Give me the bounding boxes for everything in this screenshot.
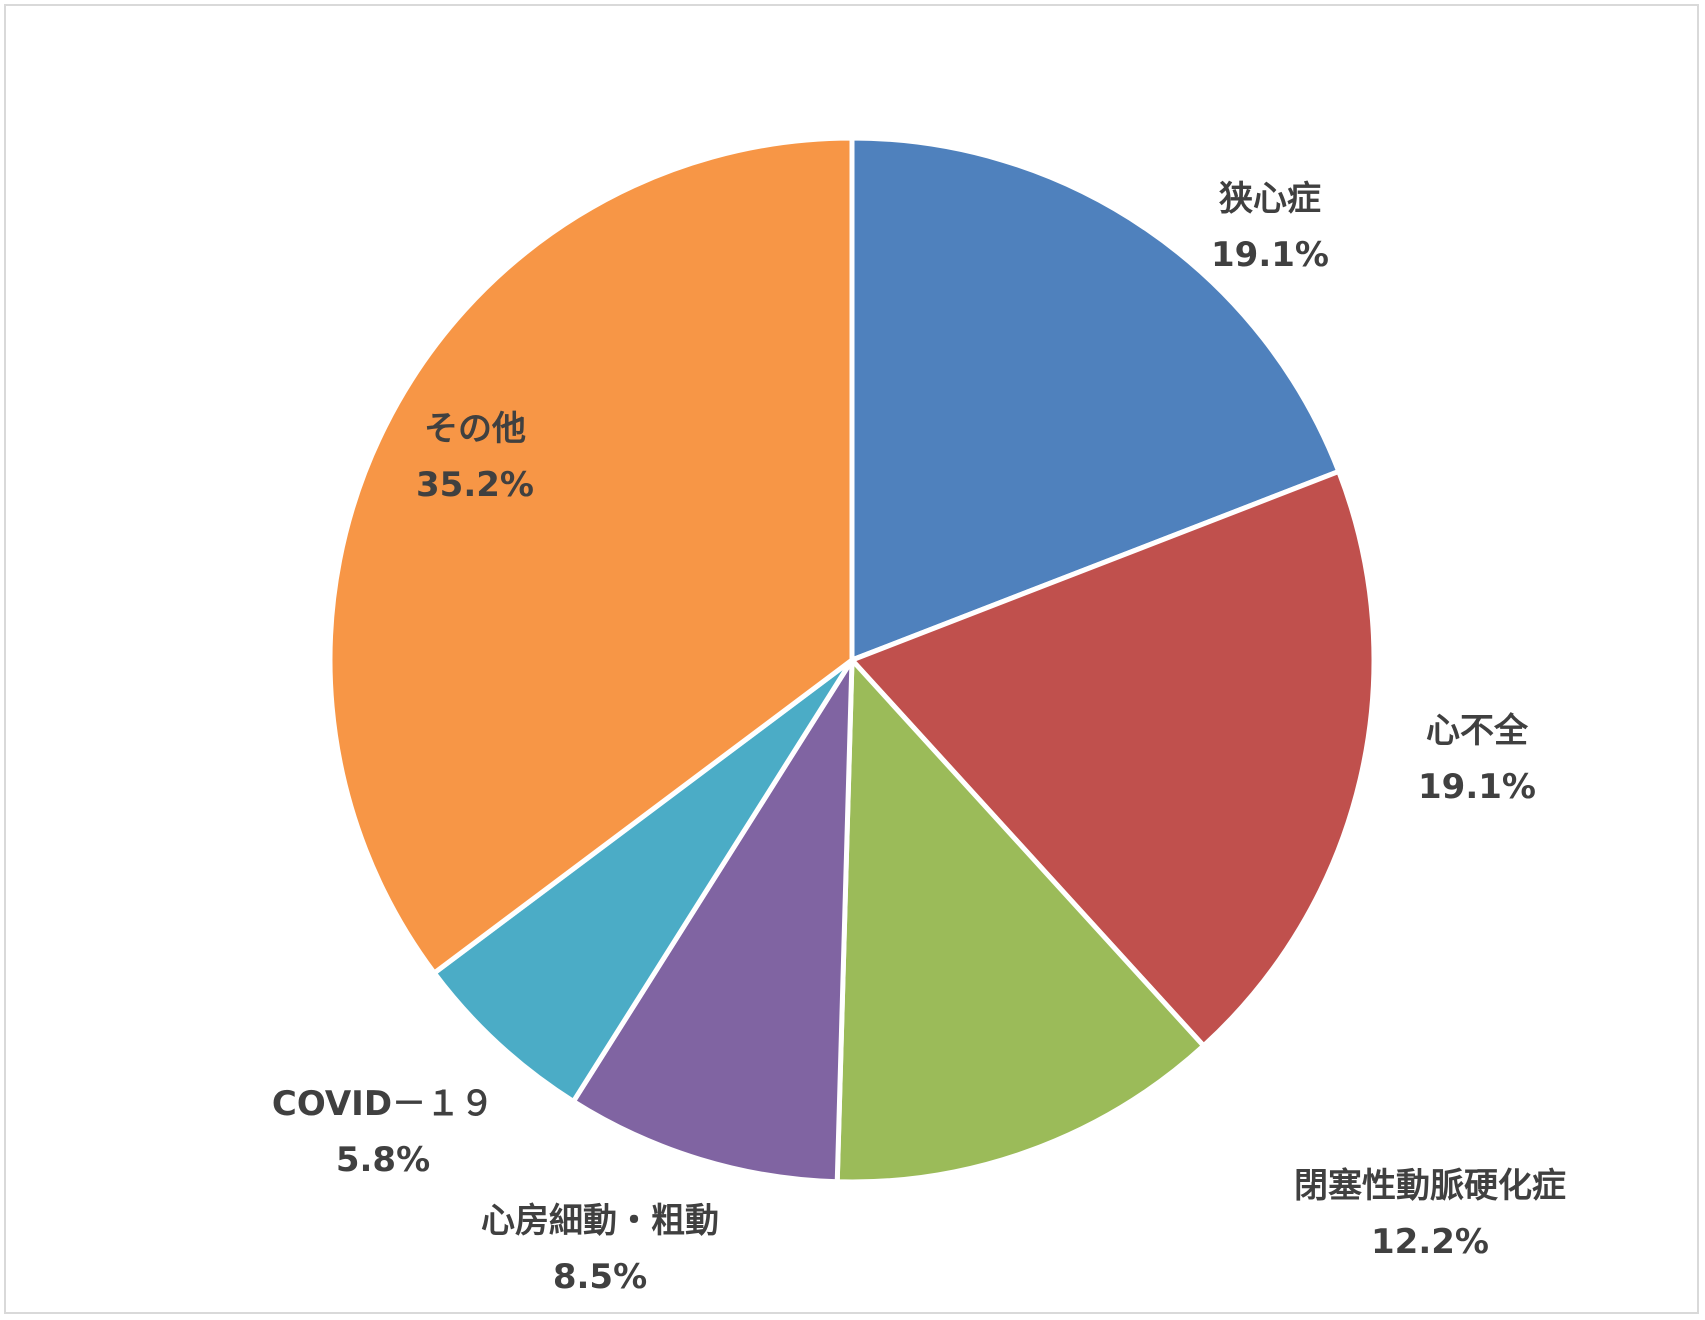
pie-labels: 狭心症 19.1% 心不全 19.1% 閉塞性動脈硬化症 12.2% 心房細動・粗動 8.5%… xyxy=(272,179,1566,1297)
slice-category-label: 心房細動・粗動 xyxy=(481,1201,719,1241)
slice-percent-label: 35.2% xyxy=(416,465,534,505)
slice-category-label: その他 xyxy=(424,409,526,449)
pie-slice-0 xyxy=(849,135,1342,663)
pie-slice-3 xyxy=(570,657,855,1185)
slice-percent-label: 8.5% xyxy=(553,1257,647,1297)
slice-category-label: 心不全 xyxy=(1426,711,1529,751)
slice-category-label: 狭心症 xyxy=(1219,179,1321,219)
slice-category-label: COVID－１９ xyxy=(272,1084,494,1124)
pie-slice-2 xyxy=(834,657,1207,1185)
slice-percent-label: 5.8% xyxy=(336,1140,430,1180)
slice-percent-label: 19.1% xyxy=(1211,235,1329,275)
pie-slice-1 xyxy=(849,468,1377,1049)
slice-percent-label: 19.1% xyxy=(1418,767,1536,807)
pie-slice-4 xyxy=(431,657,855,1104)
slice-percent-label: 12.2% xyxy=(1371,1222,1489,1262)
slice-category-label: 閉塞性動脈硬化症 xyxy=(1294,1166,1566,1206)
pie-slices xyxy=(327,135,1377,1185)
pie-slice-5 xyxy=(327,135,855,976)
